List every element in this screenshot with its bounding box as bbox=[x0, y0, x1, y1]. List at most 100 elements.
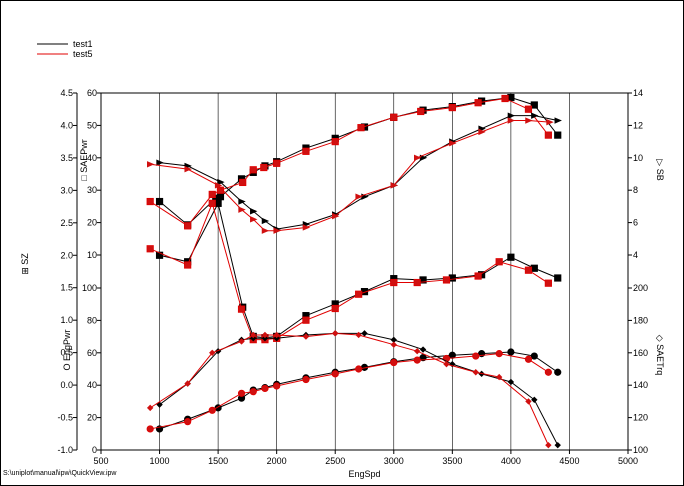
data-point-diamond bbox=[361, 330, 368, 337]
data-point-square bbox=[554, 131, 562, 139]
data-point-circle bbox=[146, 425, 154, 433]
y-tick-label-EngPwr: 60 bbox=[87, 348, 97, 358]
data-point-square bbox=[302, 147, 310, 155]
series-test5-EngPwr bbox=[146, 350, 552, 433]
data-point-circle bbox=[331, 370, 339, 378]
data-point-square bbox=[554, 274, 562, 282]
y-tick-label-SZ: 3.5 bbox=[60, 153, 73, 163]
data-point-triangle bbox=[261, 227, 270, 234]
data-point-square bbox=[214, 199, 222, 207]
y-tick-label-SB: 10 bbox=[633, 153, 643, 163]
data-point-diamond bbox=[184, 380, 191, 387]
series-line bbox=[149, 201, 549, 341]
x-axis-label: EngSpd bbox=[348, 469, 380, 479]
data-point-triangle bbox=[525, 117, 533, 124]
y-tick-label-SB: 6 bbox=[633, 218, 638, 228]
y-axis-label-SZ: ⊞ SZ bbox=[20, 253, 30, 275]
data-point-triangle bbox=[332, 212, 340, 220]
x-tick-label: 2000 bbox=[267, 456, 287, 466]
y-tick-label-SAETrq: 180 bbox=[633, 315, 648, 325]
data-point-square bbox=[216, 193, 225, 201]
y-tick-label-SAEPwr: 50 bbox=[87, 120, 97, 130]
data-point-square bbox=[474, 272, 482, 280]
y-tick-label-SB: 8 bbox=[633, 185, 638, 195]
y-tick-label-SZ: 1.5 bbox=[60, 283, 73, 293]
y-tick-label-SAEPwr: 30 bbox=[87, 185, 97, 195]
y-axis-label-SB: ▷ SB bbox=[655, 159, 665, 180]
data-point-triangle bbox=[507, 117, 516, 124]
data-point-diamond bbox=[261, 335, 269, 342]
series-line bbox=[159, 201, 558, 339]
data-point-triangle bbox=[355, 193, 363, 200]
data-point-triangle bbox=[250, 216, 258, 223]
data-point-diamond bbox=[472, 369, 479, 376]
series-line bbox=[149, 332, 549, 446]
y-tick-label-SAETrq: 120 bbox=[633, 413, 648, 423]
data-point-diamond bbox=[419, 346, 427, 353]
data-point-diamond bbox=[554, 441, 561, 449]
data-point-diamond bbox=[302, 333, 310, 340]
data-point-square bbox=[442, 276, 451, 284]
series-line bbox=[150, 353, 549, 430]
data-point-square bbox=[260, 163, 268, 172]
data-point-square bbox=[507, 253, 515, 261]
y-tick-label-SB: 4 bbox=[633, 250, 638, 260]
data-point-triangle bbox=[507, 112, 516, 119]
y-tick-label-EngPwr: 40 bbox=[87, 380, 97, 390]
data-point-triangle bbox=[217, 178, 225, 186]
y-tick-label-SZ: -1.0 bbox=[57, 445, 73, 455]
legend-label-test5: test5 bbox=[73, 49, 93, 59]
data-point-circle bbox=[208, 406, 216, 414]
y-tick-label-SZ: 2.5 bbox=[60, 218, 73, 228]
data-point-square bbox=[208, 199, 216, 207]
data-point-square bbox=[239, 178, 247, 187]
data-point-square bbox=[357, 124, 365, 132]
data-point-square bbox=[302, 316, 310, 324]
data-point-square bbox=[448, 103, 456, 112]
data-point-circle bbox=[355, 365, 363, 373]
data-point-circle bbox=[544, 368, 552, 376]
data-point-triangle bbox=[554, 117, 562, 124]
data-point-triangle bbox=[238, 206, 246, 213]
y-tick-label-SAEPwr: 10 bbox=[87, 250, 97, 260]
series-test5-SZ bbox=[146, 199, 552, 344]
data-point-square bbox=[474, 99, 482, 107]
data-point-diamond bbox=[273, 335, 280, 342]
y-tick-label-SZ: 1.0 bbox=[60, 315, 73, 325]
data-point-square bbox=[495, 258, 503, 266]
data-point-square bbox=[417, 107, 425, 116]
data-point-circle bbox=[507, 348, 515, 356]
series-test5-SAEPwr bbox=[146, 94, 552, 230]
y-tick-label-SAETrq: 100 bbox=[633, 445, 648, 455]
data-point-triangle bbox=[238, 198, 246, 205]
data-point-square bbox=[448, 274, 456, 282]
y-tick-label-SAEPwr: 60 bbox=[87, 88, 97, 98]
data-point-triangle bbox=[261, 217, 270, 225]
y-axis-label-SAETrq: ◇ SAETrq bbox=[655, 335, 665, 376]
y-tick-label-SAEPwr: 40 bbox=[87, 153, 97, 163]
y-axis-label-EngPwr: O EngPwr bbox=[62, 329, 72, 370]
data-point-square bbox=[184, 261, 192, 269]
series-test5-SAETrq bbox=[146, 330, 552, 449]
data-point-triangle bbox=[414, 154, 422, 161]
data-point-square bbox=[355, 290, 363, 298]
y-tick-label-SAETrq: 140 bbox=[633, 380, 648, 390]
data-point-diamond bbox=[146, 404, 154, 412]
series-test1-EngPwr bbox=[155, 348, 562, 433]
data-point-circle bbox=[261, 384, 269, 393]
data-point-square bbox=[544, 131, 552, 139]
data-point-circle bbox=[390, 358, 398, 367]
data-point-triangle bbox=[214, 182, 223, 189]
plot-area bbox=[100, 92, 629, 451]
y-tick-label-EngPwr: 20 bbox=[87, 413, 97, 423]
series-line bbox=[159, 351, 559, 430]
y-tick-label-SB: 14 bbox=[633, 88, 643, 98]
y-tick-label-SZ: -0.5 bbox=[57, 413, 73, 423]
x-tick-label: 4500 bbox=[559, 456, 579, 466]
data-point-square bbox=[146, 197, 154, 206]
y-tick-label-SZ: 0.5 bbox=[60, 348, 73, 358]
data-point-triangle bbox=[546, 118, 554, 126]
data-point-diamond bbox=[414, 347, 421, 355]
data-point-diamond bbox=[355, 331, 362, 339]
